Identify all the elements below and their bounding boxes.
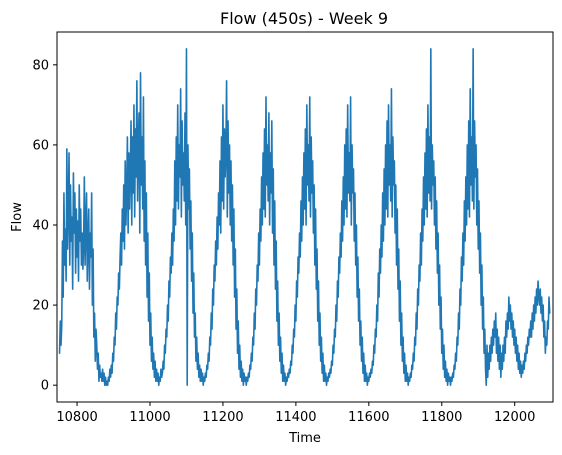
x-axis-label: Time: [288, 431, 321, 446]
x-tick-label: 11800: [421, 410, 462, 425]
chart-title: Flow (450s) - Week 9: [220, 9, 388, 28]
x-axis: 10800 11000 11200 11400 11600 11800 12000: [56, 402, 535, 425]
y-tick-label: 20: [32, 299, 49, 314]
series-line: [58, 48, 551, 386]
x-tick-label: 11600: [348, 410, 389, 425]
y-axis-label: Flow: [10, 202, 25, 232]
y-tick-label: 40: [32, 219, 49, 234]
plot-area: [58, 48, 551, 386]
x-tick-label: 11000: [129, 410, 170, 425]
y-axis: 0 20 40 60 80: [32, 58, 57, 394]
y-tick-label: 80: [32, 58, 49, 73]
y-tick-label: 0: [41, 379, 49, 394]
axes-frame: [56, 31, 554, 403]
x-tick-label: 11400: [275, 410, 316, 425]
x-tick-label: 12000: [494, 410, 535, 425]
y-tick-label: 60: [32, 138, 49, 153]
x-tick-label: 10800: [56, 410, 97, 425]
x-tick-label: 11200: [202, 410, 243, 425]
